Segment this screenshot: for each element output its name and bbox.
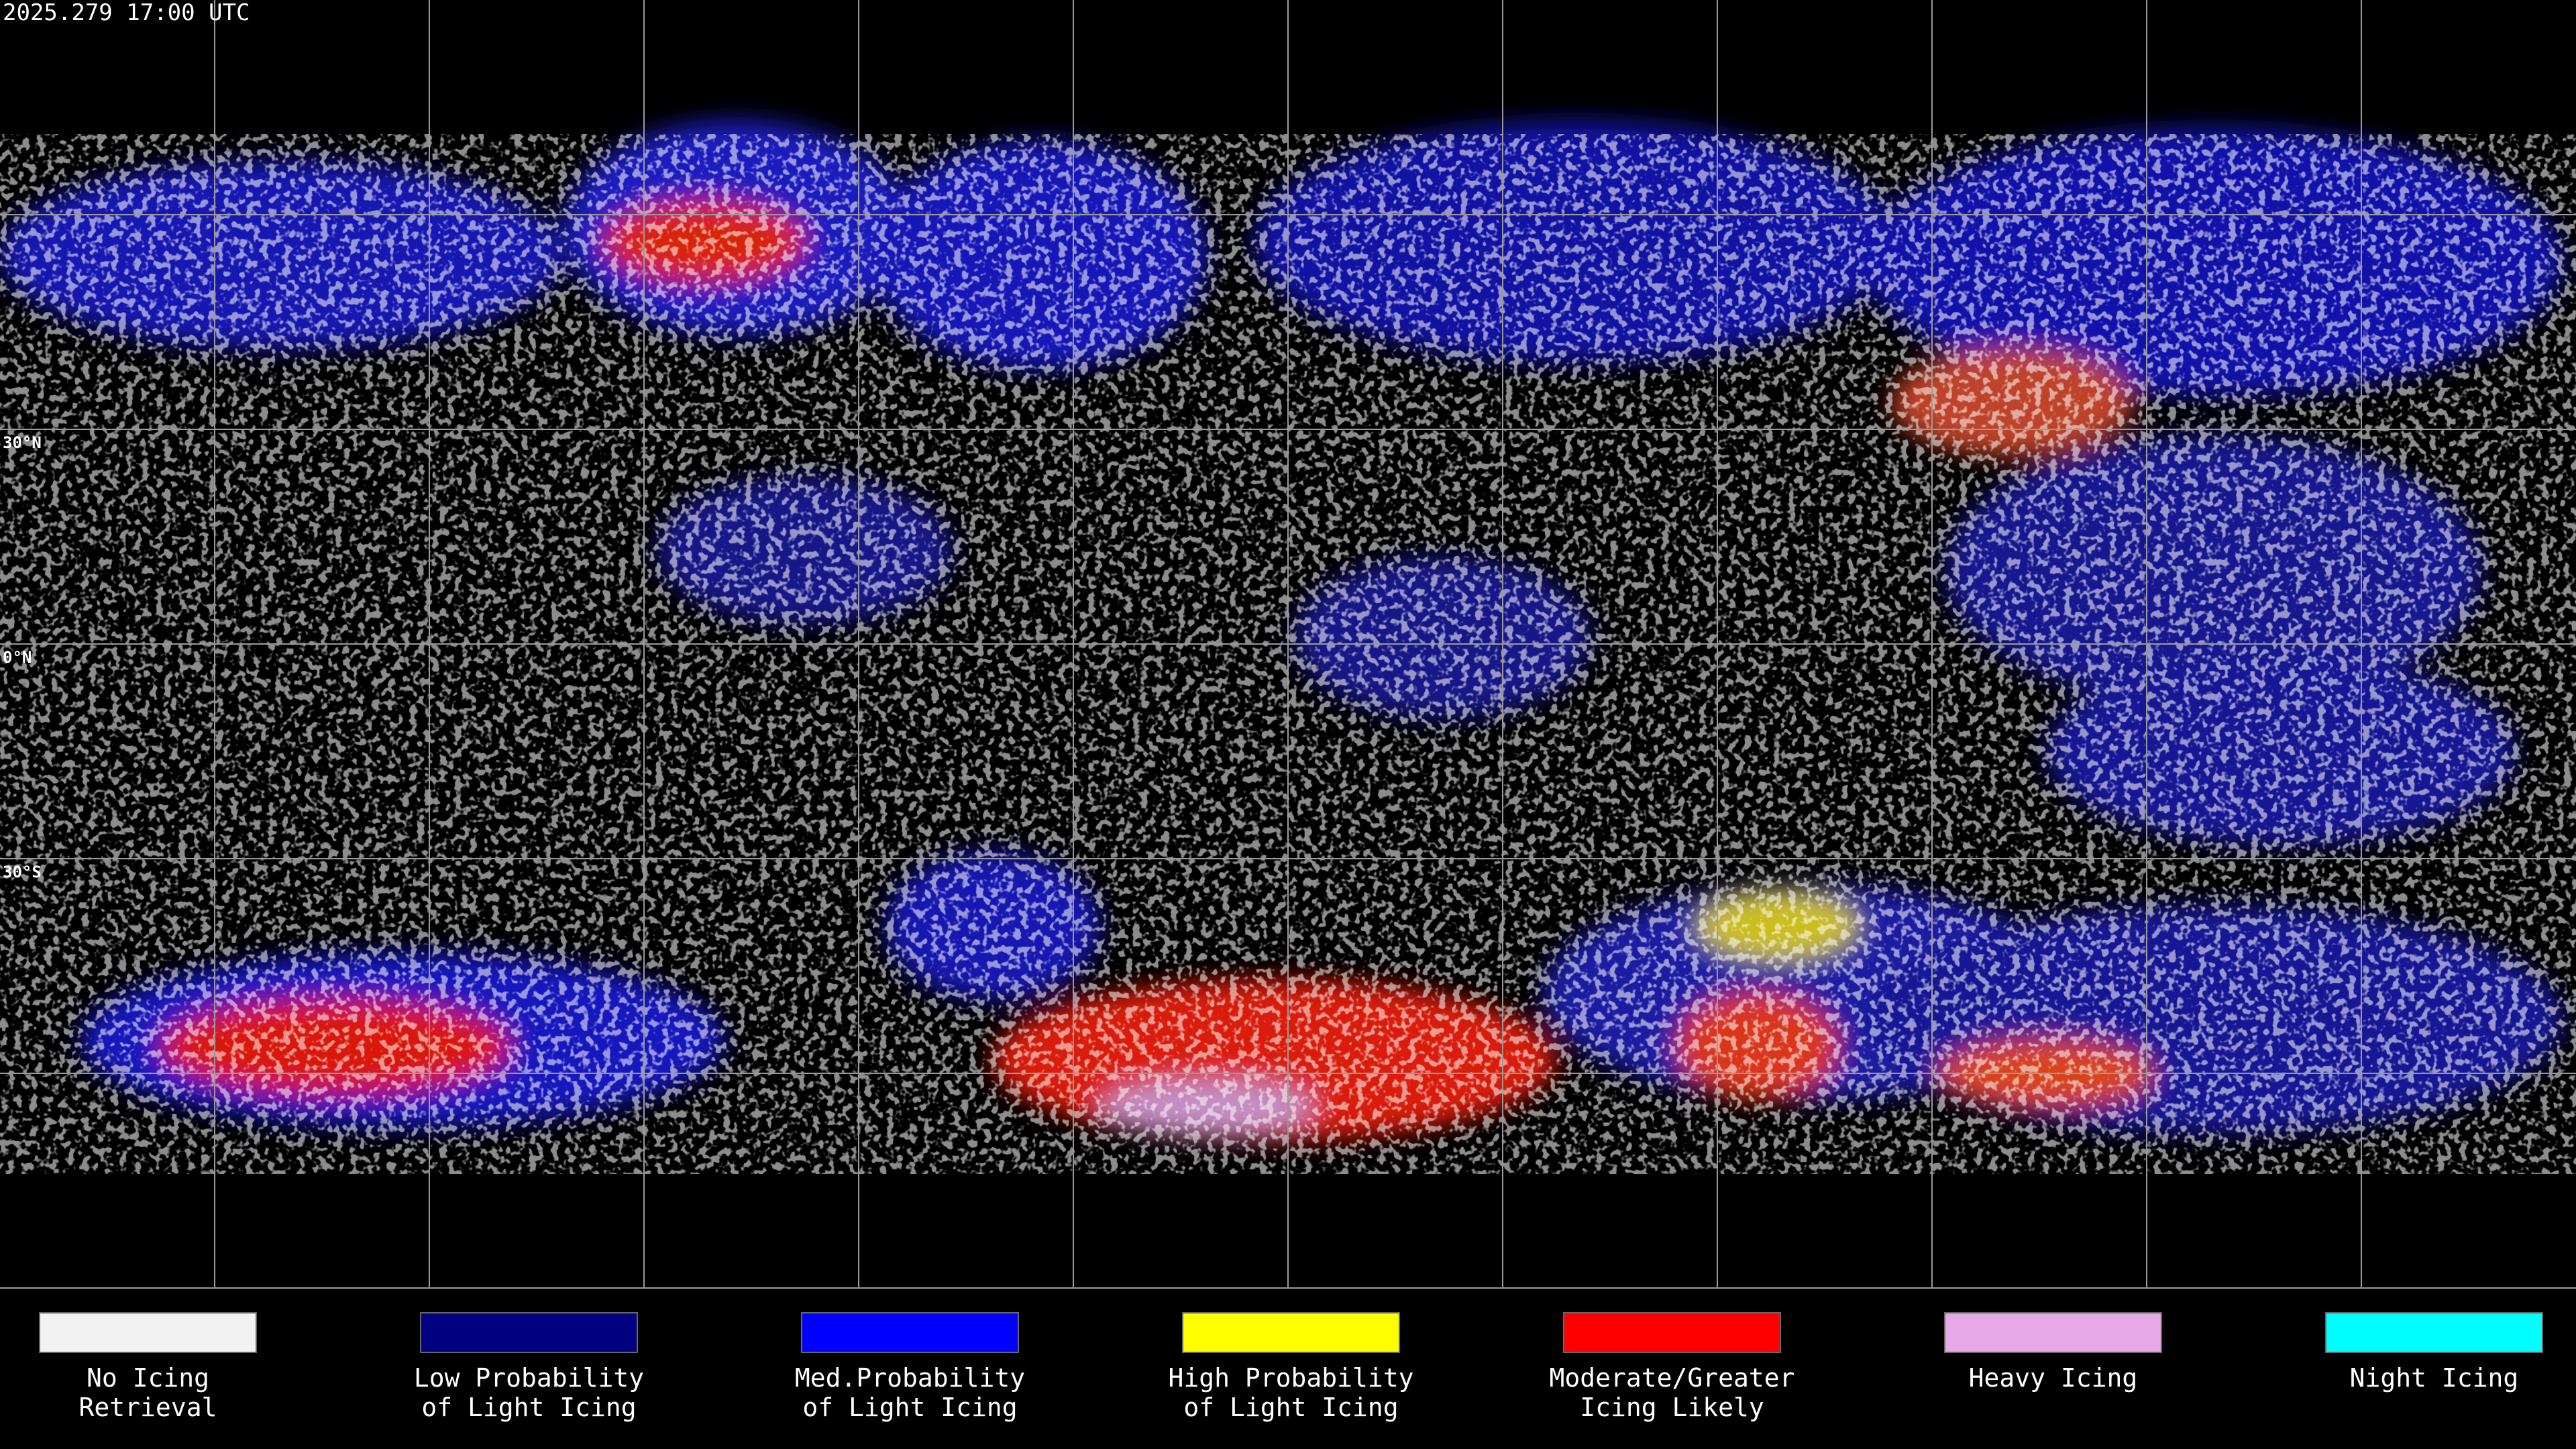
legend-swatch xyxy=(801,1312,1019,1353)
legend-swatch xyxy=(420,1312,638,1353)
legend-label: Retrieval xyxy=(79,1393,217,1422)
legend-label: Med.Probability xyxy=(795,1363,1025,1393)
legend-swatch xyxy=(1563,1312,1781,1353)
legend-label: Heavy Icing xyxy=(1969,1363,2138,1393)
latitude-label: 30°N xyxy=(3,433,42,452)
legend-swatch xyxy=(2325,1312,2543,1353)
graticule xyxy=(0,0,2576,1288)
timestamp: 2025.279 17:00 UTC xyxy=(3,0,250,26)
legend-label: of Light Icing xyxy=(802,1393,1017,1422)
latitude-label: 0°N xyxy=(3,648,32,667)
legend-swatch xyxy=(39,1312,257,1353)
latitude-label: 30°S xyxy=(3,863,42,881)
legend-label: Night Icing xyxy=(2350,1363,2519,1393)
legend-label: Low Probability xyxy=(414,1363,644,1393)
legend-swatch xyxy=(1944,1312,2162,1353)
legend-label: Moderate/Greater xyxy=(1549,1363,1794,1393)
legend-label: High Probability xyxy=(1168,1363,1413,1393)
legend-label: of Light Icing xyxy=(421,1393,636,1422)
legend-label: No Icing xyxy=(87,1363,209,1393)
legend-label: Icing Likely xyxy=(1580,1393,1764,1422)
legend-swatch xyxy=(1182,1312,1400,1353)
legend-label: of Light Icing xyxy=(1183,1393,1398,1422)
